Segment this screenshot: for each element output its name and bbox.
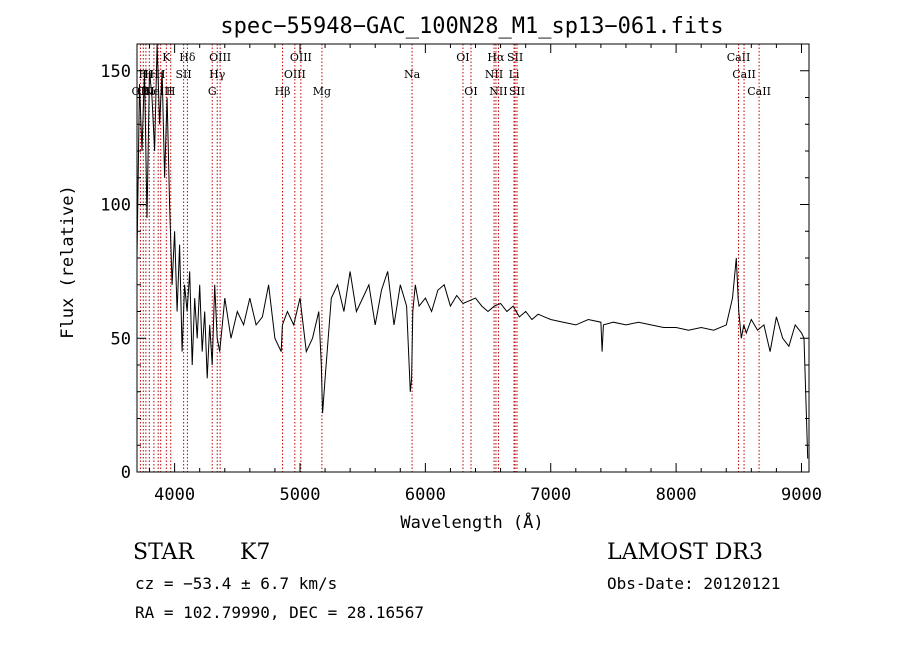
line-label: H [166,85,176,98]
line-label: OI [456,51,469,64]
x-axis: 4000 5000 6000 7000 8000 9000 [149,44,822,505]
observation-date: Obs-Date: 20120121 [607,574,781,593]
x-tick-label: 5000 [280,485,321,505]
line-label: CaII [727,51,751,64]
object-subclass: K7 [240,540,271,565]
line-label: OI [464,85,477,98]
x-tick-label: 7000 [530,485,571,505]
y-tick-label: 150 [100,62,131,82]
line-label: SII [176,68,192,81]
line-label: CaII [747,85,771,98]
line-label: NII [485,68,503,81]
coordinates-readout: RA = 102.79990, DEC = 28.16567 [135,603,424,622]
plot-frame [136,43,810,473]
line-label: Li [509,68,520,81]
y-tick-label: 0 [121,463,131,483]
y-tick-label: 100 [100,196,131,216]
spectral-line-markers: OIIHOIIHHNeIIIHKHSIIHδGHγOIIIHβOIIIOIIIM… [132,44,771,472]
line-label: Mg [313,85,331,98]
line-label: OIII [284,68,306,81]
y-axis-label: Flux (relative) [58,185,78,339]
x-tick-label: 4000 [154,485,195,505]
x-tick-label: 9000 [781,485,822,505]
y-axis: 0 50 100 150 [100,62,809,483]
line-label: K [162,51,171,64]
line-label: SII [509,85,525,98]
line-label: OIII [209,51,231,64]
line-label: Hγ [209,68,226,81]
line-label: Hδ [179,51,196,64]
line-label: G [208,85,217,98]
line-label: Hβ [275,85,291,98]
line-label: NII [489,85,507,98]
line-label: H [138,68,148,81]
object-class: STAR [133,540,194,565]
line-label: H [149,68,159,81]
y-tick-label: 50 [111,329,131,349]
line-label: OII [137,85,155,98]
x-tick-label: 6000 [405,485,446,505]
line-label: Na [404,68,421,81]
spectrum-series-line [136,43,809,459]
line-label: Hα [487,51,505,64]
chart-title: spec−55948−GAC_100N28_M1_sp13−061.fits [220,14,723,39]
survey-name: LAMOST DR3 [607,540,763,565]
line-label: SII [507,51,523,64]
x-axis-label: Wavelength (Å) [400,511,543,533]
x-tick-label: 8000 [656,485,697,505]
redshift-readout: cz = −53.4 ± 6.7 km/s [135,574,338,593]
line-label: OIII [290,51,312,64]
line-label: H [156,68,166,81]
line-label: CaII [732,68,756,81]
